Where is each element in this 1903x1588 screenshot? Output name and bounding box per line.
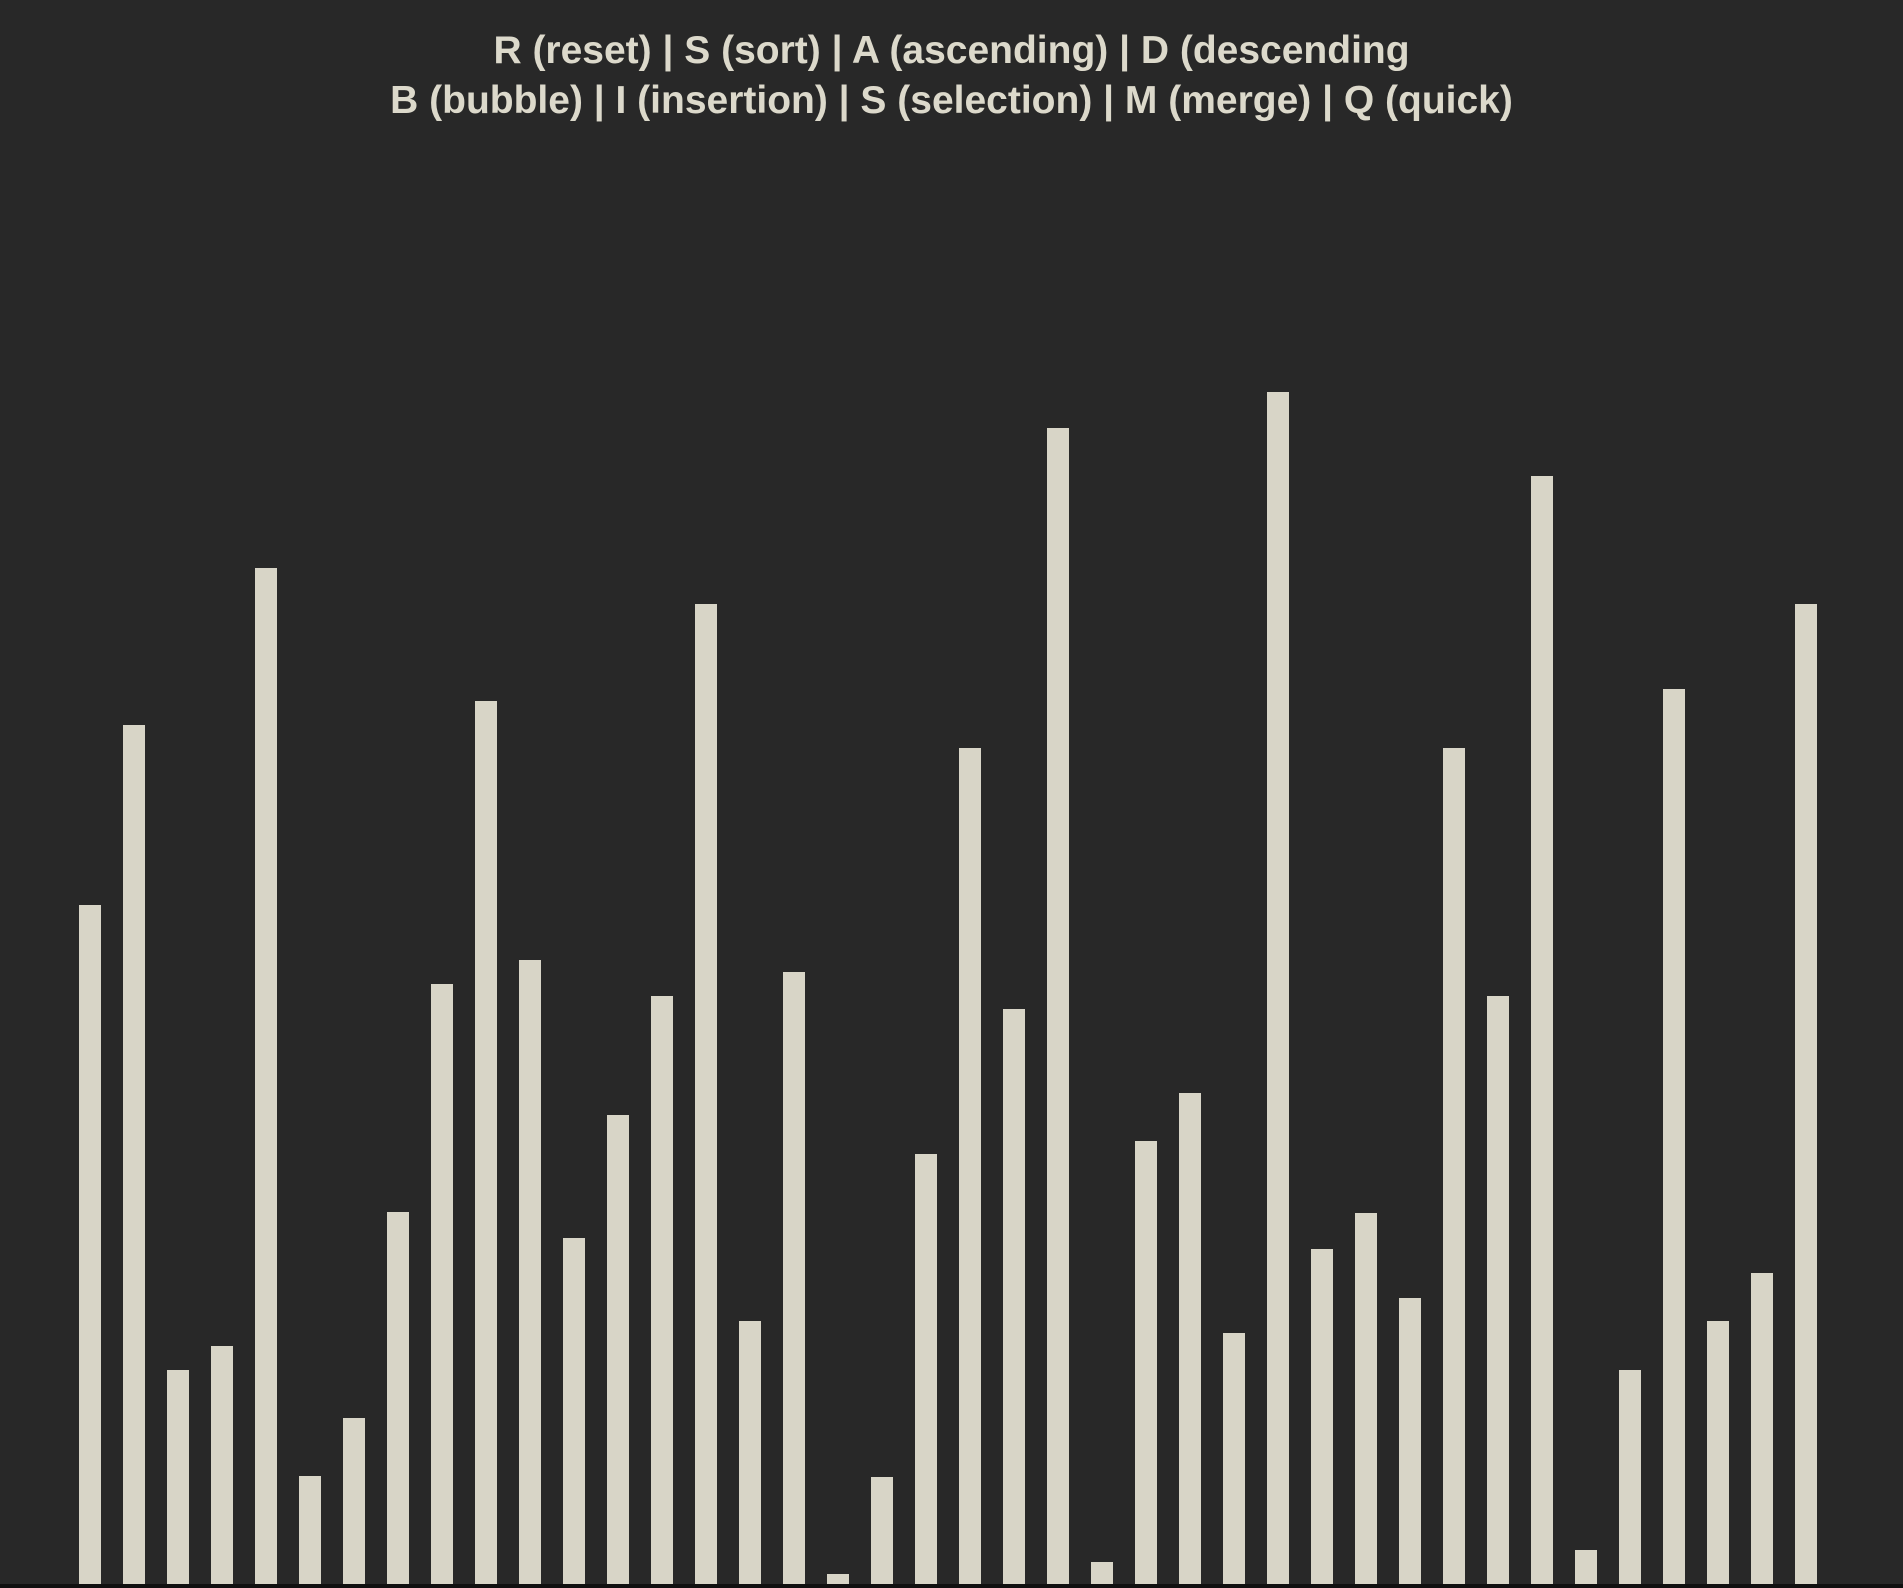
bar-32	[1443, 748, 1465, 1584]
bar-36	[1619, 1370, 1641, 1584]
instructions-line-commands: R (reset) | S (sort) | A (ascending) | D…	[493, 29, 1410, 72]
bar-7	[343, 1418, 365, 1584]
bar-30	[1355, 1213, 1377, 1584]
instructions-line-algorithms: B (bubble) | I (insertion) | S (selectio…	[390, 79, 1513, 122]
bar-14	[651, 996, 673, 1584]
bar-38	[1707, 1321, 1729, 1584]
bar-12	[563, 1238, 585, 1584]
bar-24	[1091, 1562, 1113, 1584]
bottom-edge	[0, 1584, 1903, 1588]
bar-11	[519, 960, 541, 1584]
bar-34	[1531, 476, 1553, 1584]
bar-15	[695, 604, 717, 1584]
bar-31	[1399, 1298, 1421, 1584]
bar-37	[1663, 689, 1685, 1584]
bar-27	[1223, 1333, 1245, 1584]
bar-5	[255, 568, 277, 1584]
bar-33	[1487, 996, 1509, 1584]
bar-6	[299, 1476, 321, 1584]
bar-4	[211, 1346, 233, 1584]
bar-35	[1575, 1550, 1597, 1584]
bar-21	[959, 748, 981, 1584]
bar-19	[871, 1477, 893, 1584]
bar-13	[607, 1115, 629, 1584]
bar-9	[431, 984, 453, 1584]
bar-26	[1179, 1093, 1201, 1584]
bar-2	[123, 725, 145, 1584]
bar-28	[1267, 392, 1289, 1584]
bar-8	[387, 1212, 409, 1584]
bar-1	[79, 905, 101, 1584]
bar-3	[167, 1370, 189, 1584]
bar-22	[1003, 1009, 1025, 1584]
bar-23	[1047, 428, 1069, 1584]
bar-39	[1751, 1273, 1773, 1584]
bar-17	[783, 972, 805, 1584]
keyboard-instructions: R (reset) | S (sort) | A (ascending) | D…	[0, 26, 1903, 126]
bar-16	[739, 1321, 761, 1584]
bar-18	[827, 1574, 849, 1584]
bar-25	[1135, 1141, 1157, 1584]
bar-20	[915, 1154, 937, 1584]
bar-40	[1795, 604, 1817, 1584]
bar-10	[475, 701, 497, 1584]
bar-29	[1311, 1249, 1333, 1584]
